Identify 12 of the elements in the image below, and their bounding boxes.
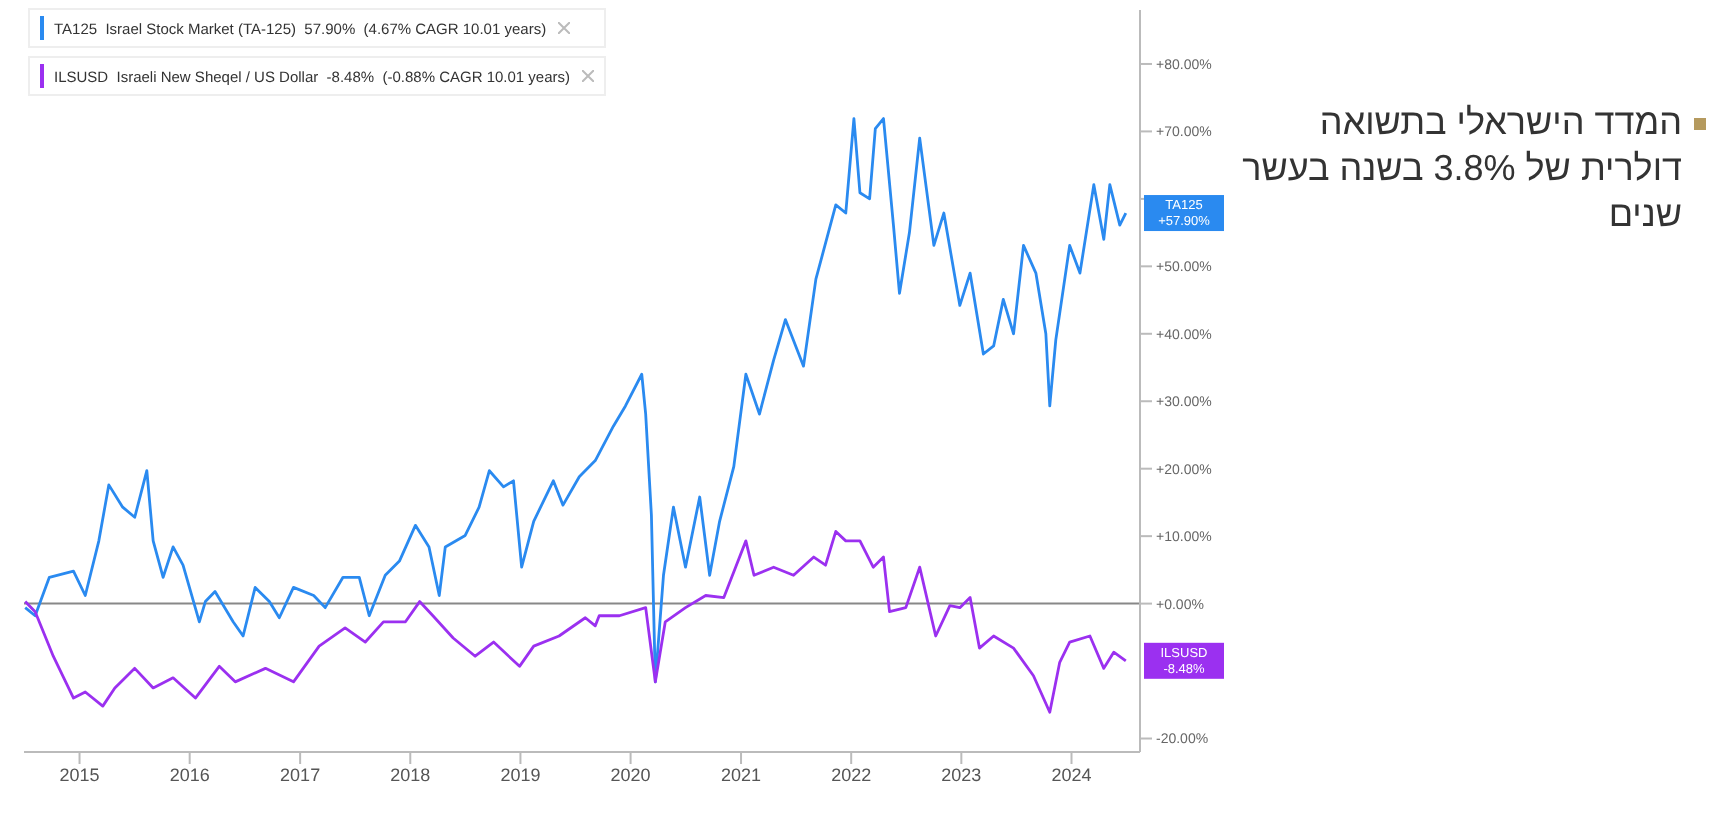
x-tick-label: 2017	[280, 764, 321, 785]
x-tick-label: 2024	[1051, 764, 1092, 785]
x-tick-label: 2015	[59, 764, 100, 785]
line-series	[24, 530, 1128, 714]
x-tick-label: 2022	[831, 764, 872, 785]
x-tick-label: 2020	[610, 764, 651, 785]
x-tick-label: 2016	[169, 764, 210, 785]
x-tick-label: 2018	[390, 764, 431, 785]
x-tick-label: 2023	[941, 764, 982, 785]
text: המדד הישראלי בתשואה דולרית של 3.8% בשנה בעשר שנים	[1240, 100, 1682, 238]
x-tick-label: 2019	[500, 764, 541, 785]
x-tick-label: 2021	[721, 764, 762, 785]
